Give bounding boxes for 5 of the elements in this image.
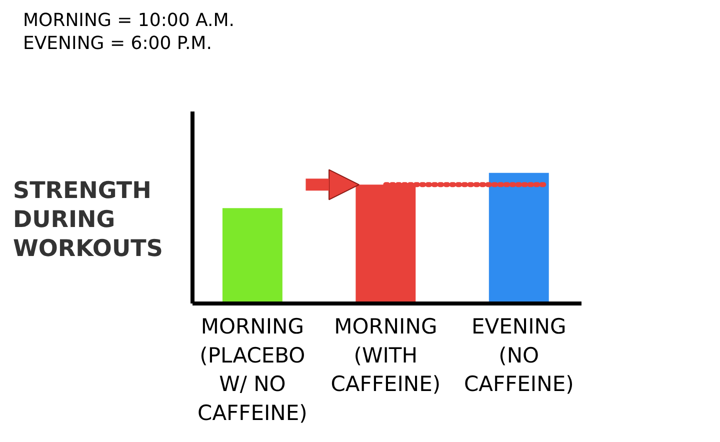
x-tick-label: EVENING (NO CAFFEINE) <box>464 314 574 396</box>
x-tick-label: MORNING (PLACEBO W/ NO CAFFEINE) <box>198 314 308 425</box>
y-axis-title: STRENGTH DURING WORKOUTS <box>13 177 163 264</box>
text: MORNING = 10:00 A.M. EVENING = 6:00 P.M. <box>23 9 234 56</box>
x-tick-label: MORNING (WITH CAFFEINE) <box>330 314 441 396</box>
